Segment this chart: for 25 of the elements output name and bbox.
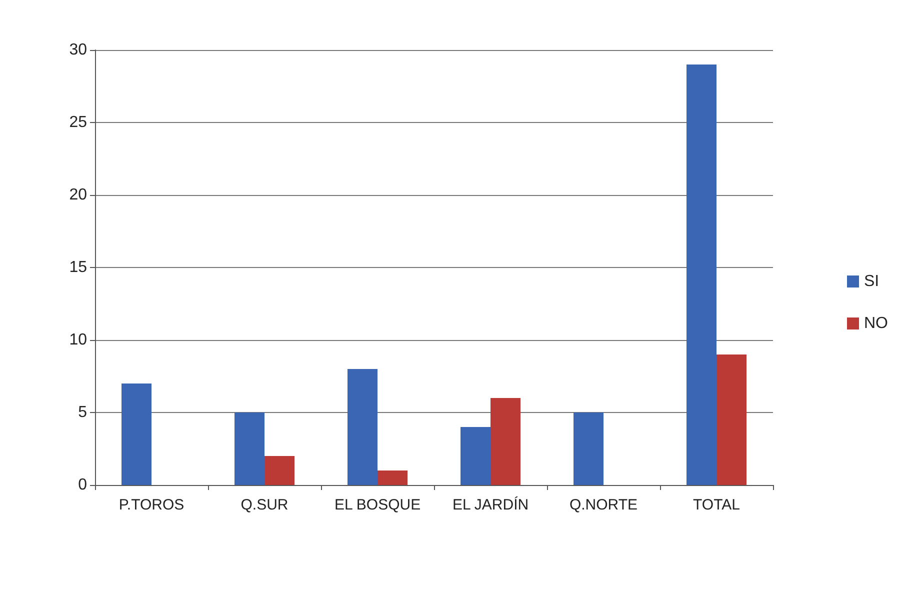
bar — [122, 384, 152, 485]
bar — [490, 398, 520, 485]
bar — [460, 427, 490, 485]
y-tick-label: 25 — [69, 114, 88, 131]
y-tick-label: 0 — [78, 476, 88, 494]
bar — [348, 369, 378, 485]
bar — [264, 456, 294, 485]
x-tick-label: P.TOROS — [118, 496, 184, 514]
x-tick-label: TOTAL — [693, 496, 740, 514]
y-tick-label: 20 — [69, 186, 88, 204]
bar — [716, 354, 746, 485]
y-tick-label: 30 — [69, 42, 88, 58]
y-tick-label: 15 — [69, 259, 88, 276]
y-tick-label: 5 — [78, 404, 88, 421]
bar — [574, 412, 604, 485]
x-tick-label: EL JARDÍN — [452, 496, 529, 514]
x-tick-label: EL BOSQUE — [334, 496, 421, 514]
legend-label: SI — [864, 273, 880, 290]
bar — [234, 412, 264, 485]
bar — [686, 64, 716, 485]
legend-label: NO — [864, 315, 888, 332]
y-tick-label: 10 — [69, 332, 88, 348]
x-tick-label: Q.SUR — [240, 496, 288, 514]
x-tick-label: Q.NORTE — [569, 496, 638, 514]
bar — [378, 470, 408, 485]
